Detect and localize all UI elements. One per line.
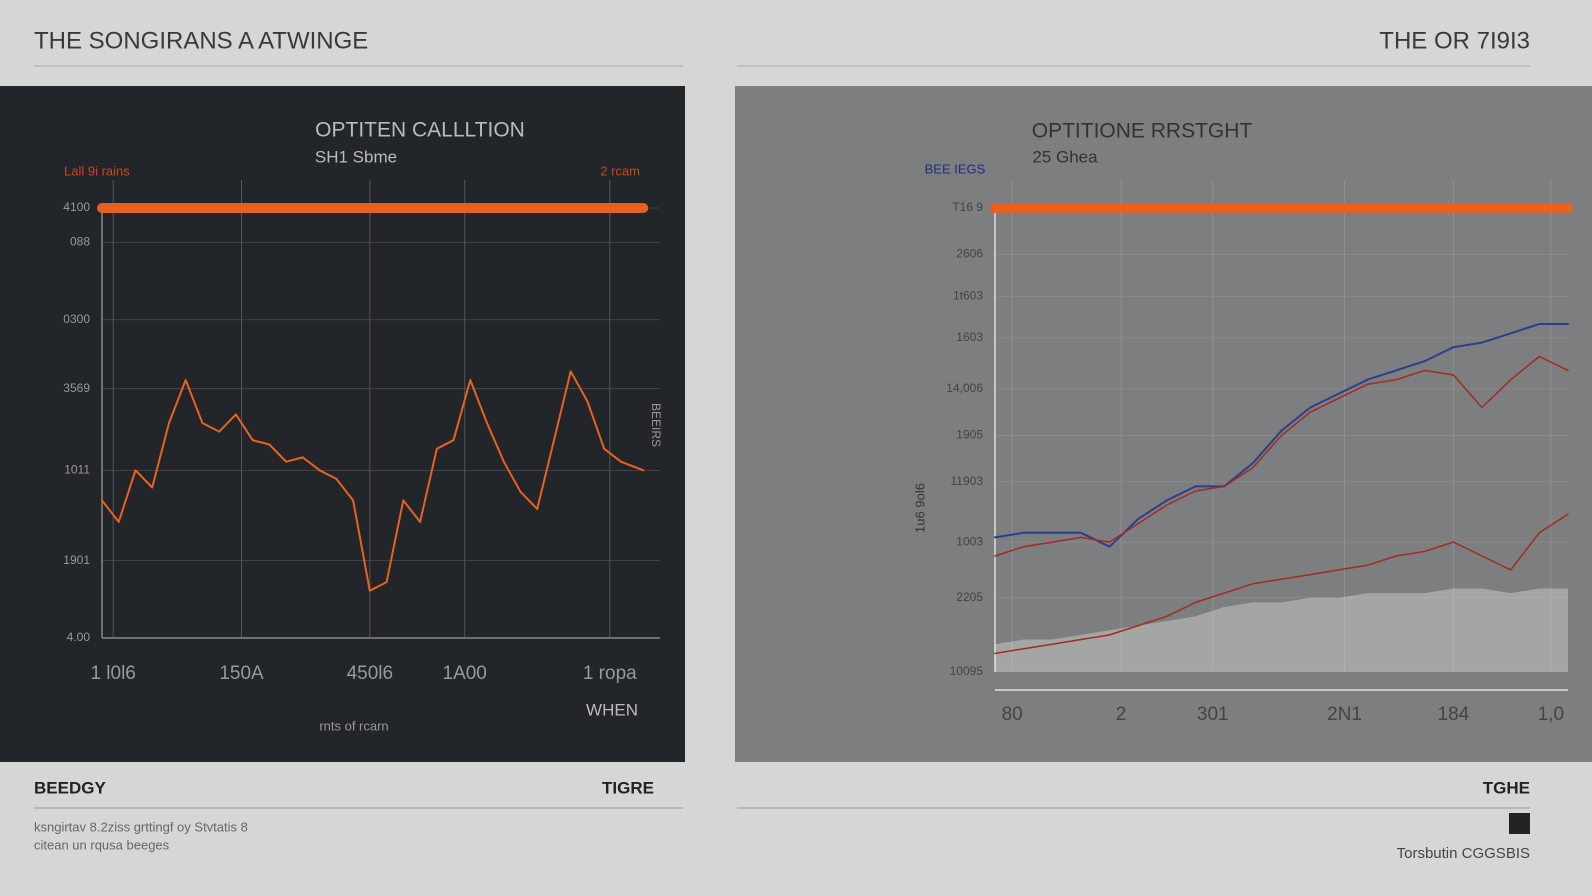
y-tick-label: T16 9 bbox=[952, 200, 983, 214]
chart-subtitle: SH1 Sbme bbox=[315, 147, 397, 166]
icon bbox=[1509, 813, 1530, 834]
right-panel bbox=[735, 86, 1592, 762]
left-panel bbox=[0, 86, 685, 762]
x-tick-label: 1A00 bbox=[443, 663, 487, 684]
caption: citean un rqusa beeges bbox=[34, 837, 170, 852]
caption: ksngirtav 8.2ziss grttingf oy Stvtatis 8 bbox=[34, 819, 248, 834]
footer-left-title: BEEDGY bbox=[34, 778, 106, 797]
chart-title: OPTITIONE RRSTGHT bbox=[1032, 120, 1253, 143]
x-tick-label: 2N1 bbox=[1327, 704, 1362, 725]
header-right: THE OR 7I9I3 bbox=[1379, 27, 1530, 54]
x-tick-label: 1,0 bbox=[1538, 704, 1564, 725]
footer-left-right: TIGRE bbox=[602, 778, 654, 797]
x-axis-label: rnts of rcarn bbox=[319, 718, 388, 733]
x-tick-label: 2 bbox=[1116, 704, 1127, 725]
y-tick-label: 088 bbox=[70, 235, 90, 249]
corner-label: BEE IEGS bbox=[925, 161, 986, 176]
y-tick-label: 10095 bbox=[950, 664, 984, 678]
y-tick-label: 2606 bbox=[956, 247, 983, 261]
corner-label: Lall 9i rains bbox=[64, 163, 130, 178]
y-tick-label: 14,006 bbox=[946, 381, 983, 395]
x-tick-label: 150A bbox=[219, 663, 264, 684]
corner-label: 2 rcam bbox=[600, 163, 640, 178]
line bbox=[994, 323, 1569, 548]
area bbox=[995, 588, 1568, 672]
footer-right-title: TGHE bbox=[1483, 778, 1530, 797]
x-tick-label: 80 bbox=[1002, 704, 1023, 725]
x-tick-label: 1 l0l6 bbox=[90, 663, 135, 684]
y-tick-label: 1905 bbox=[956, 428, 983, 442]
y-tick-label: 1603 bbox=[956, 330, 983, 344]
footer-right-caption: Torsbutin CGGSBIS bbox=[1397, 845, 1530, 862]
y-tick-label: 4.00 bbox=[67, 630, 91, 644]
y-tick-label: 1901 bbox=[63, 553, 90, 567]
y-tick-label: 1t603 bbox=[953, 288, 983, 302]
y-tick-label: 1003 bbox=[956, 534, 983, 548]
y-tick-label: 0300 bbox=[63, 312, 90, 326]
chart-subtitle: 25 Ghea bbox=[1032, 147, 1098, 166]
y-tick-label: 11903 bbox=[951, 474, 984, 488]
line bbox=[101, 370, 645, 592]
y-tick-label: 2205 bbox=[956, 590, 983, 604]
line bbox=[994, 355, 1569, 557]
x-tick-label: 184 bbox=[1438, 704, 1470, 725]
side-label: WHEN bbox=[586, 700, 638, 719]
header-title: THE SONGIRANS A ATWINGE bbox=[34, 27, 368, 54]
x-tick-label: 1 ropa bbox=[583, 663, 637, 684]
y-tick-label: 3569 bbox=[63, 381, 90, 395]
y-axis-label: 1u6 9ol6 bbox=[912, 483, 927, 533]
line bbox=[994, 513, 1569, 655]
x-tick-label: 450l6 bbox=[347, 663, 394, 684]
y-tick-label: 4100 bbox=[63, 200, 90, 214]
right-label: BEEIRS bbox=[649, 403, 663, 447]
x-tick-label: 301 bbox=[1197, 704, 1229, 725]
y-tick-label: 1011 bbox=[64, 462, 90, 476]
chart-title: OPTITEN CALLLTION bbox=[315, 119, 525, 142]
